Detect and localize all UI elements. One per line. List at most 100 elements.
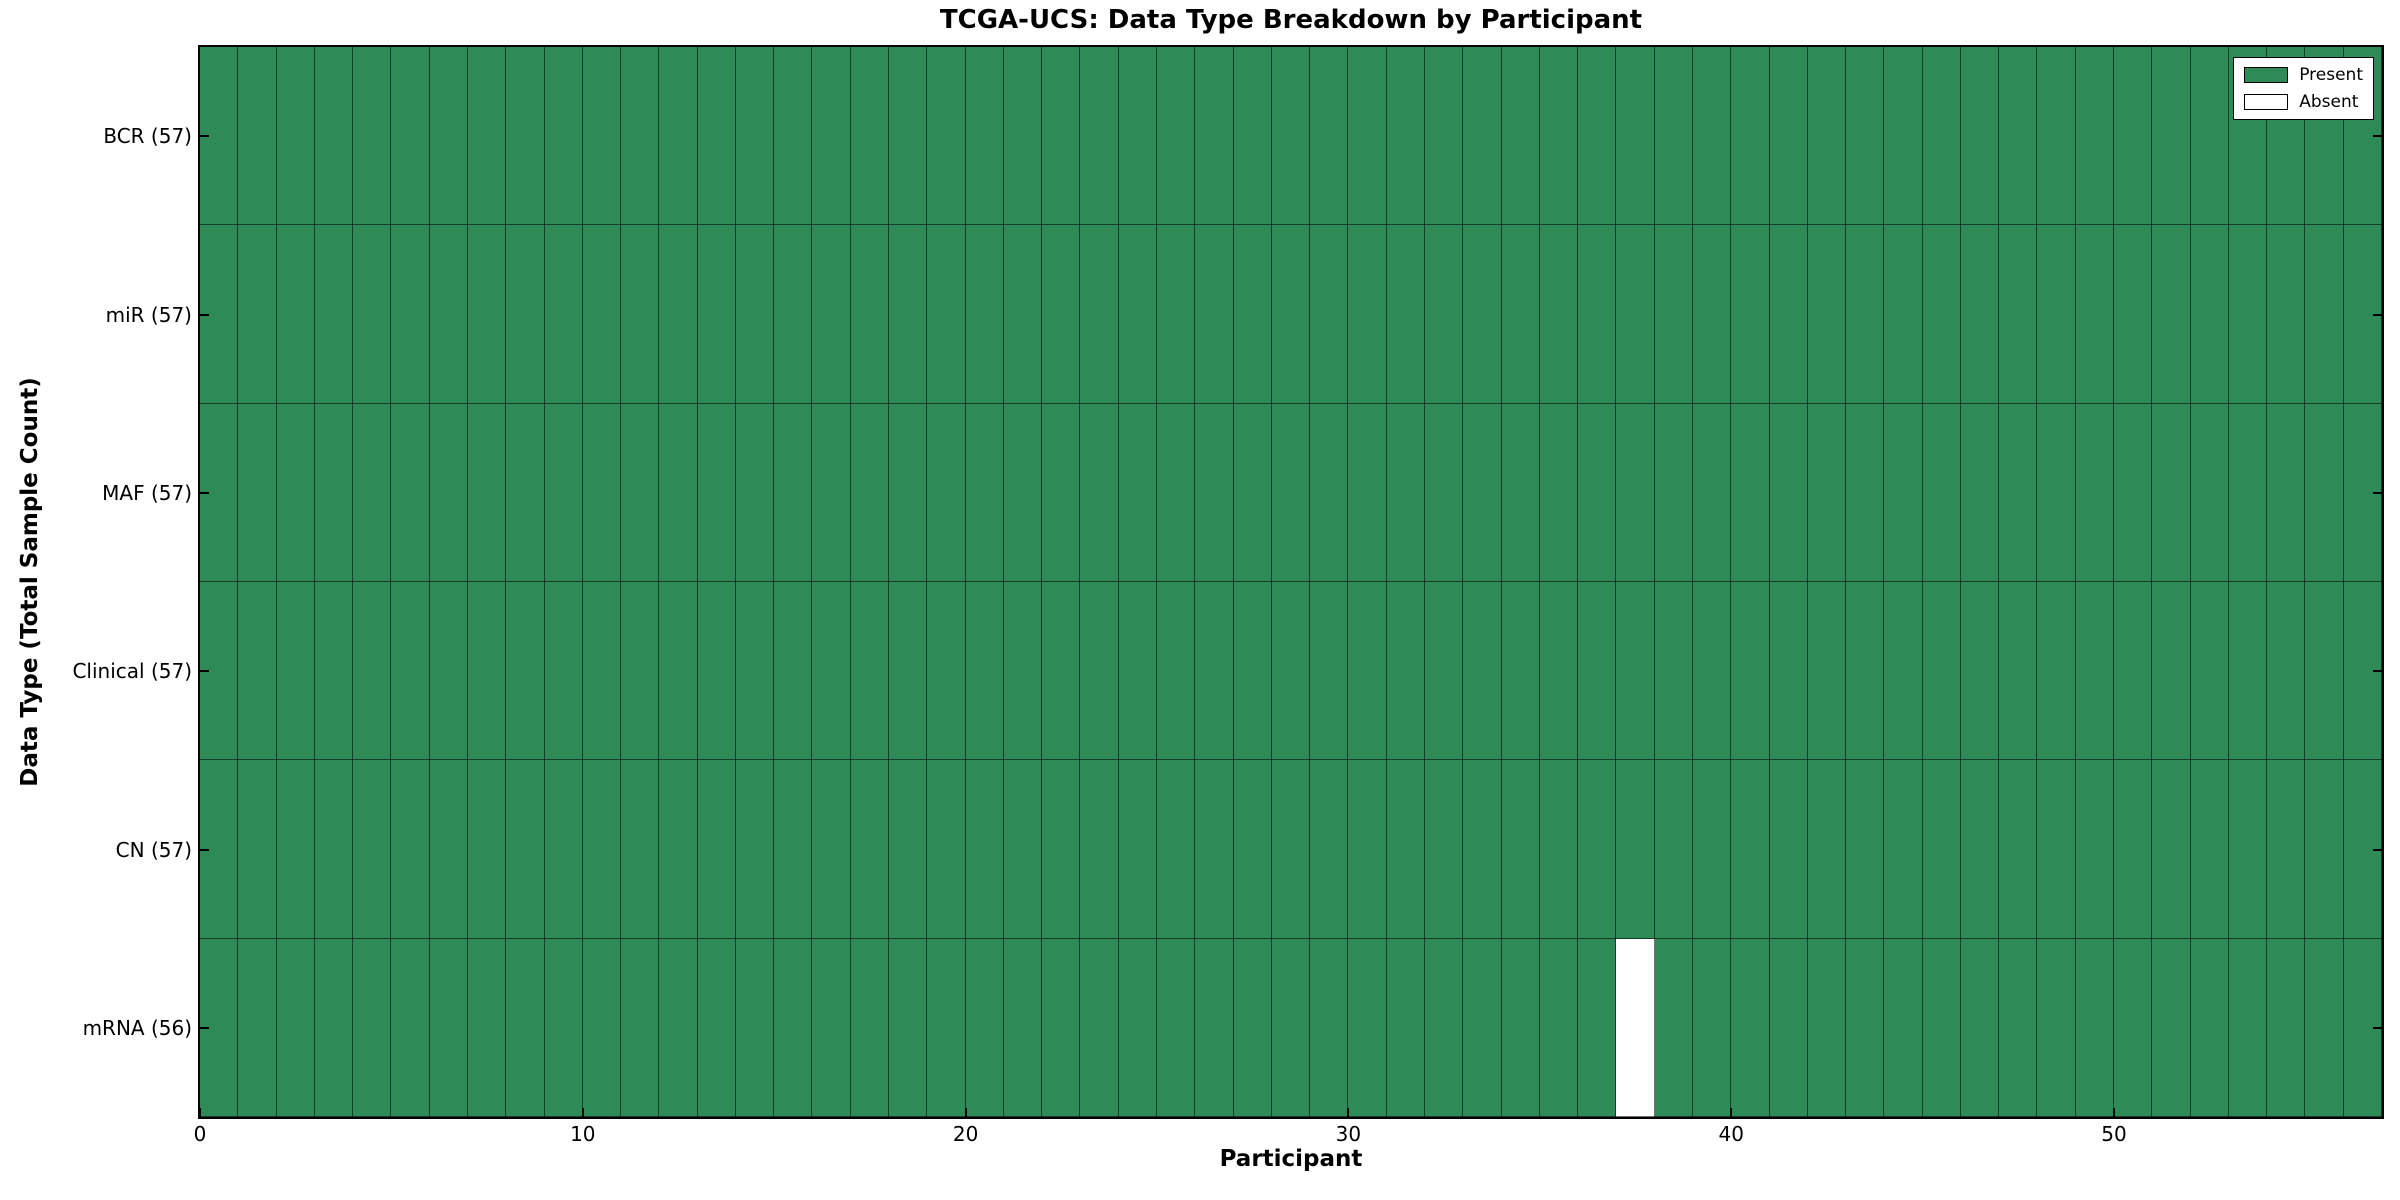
heatmap-cell-present	[697, 225, 736, 404]
heatmap-cell-present	[1578, 47, 1617, 226]
heatmap-cell-present	[2075, 581, 2115, 761]
heatmap-cell-present	[1922, 581, 1961, 761]
heatmap-cell-present	[467, 938, 507, 1117]
heatmap-cell-present	[1922, 225, 1961, 404]
heatmap-cell-present	[812, 47, 851, 226]
heatmap-cell-present	[276, 403, 315, 582]
heatmap-cell-present	[927, 760, 966, 939]
heatmap-cell-present	[1807, 47, 1847, 226]
heatmap-cell-present	[735, 760, 775, 939]
heatmap-cell-present	[582, 225, 622, 404]
heatmap-cell-present	[2228, 760, 2268, 939]
heatmap-cell-present	[1884, 581, 1923, 761]
heatmap-cell-present	[314, 225, 354, 404]
heatmap-cell-present	[238, 938, 277, 1117]
heatmap-cell-present	[2152, 581, 2191, 761]
heatmap-cell-present	[1424, 47, 1464, 226]
heatmap-cell-present	[1960, 47, 2000, 226]
y-tick-label: mRNA (56)	[82, 1015, 192, 1040]
heatmap-cell-present	[1539, 581, 1579, 761]
heatmap-cell-present	[544, 760, 583, 939]
heatmap-cell-present	[1118, 938, 1158, 1117]
heatmap-cell-present	[544, 938, 583, 1117]
heatmap-cell-present	[1692, 760, 1732, 939]
y-tick-mark	[2373, 848, 2382, 851]
y-axis-label: Data Type (Total Sample Count)	[17, 377, 43, 787]
heatmap-cell-present	[353, 938, 392, 1117]
heatmap-cell-present	[965, 403, 1004, 582]
heatmap-cell-present	[582, 403, 622, 582]
y-tick-mark	[2373, 491, 2382, 494]
heatmap-cell-present	[2114, 403, 2153, 582]
heatmap-cell-present	[1769, 760, 1808, 939]
heatmap-cell-present	[1731, 47, 1770, 226]
heatmap-cell-present	[621, 938, 660, 1117]
y-tick-label: BCR (57)	[103, 124, 192, 149]
heatmap-cell-present	[1539, 938, 1579, 1117]
heatmap-cell-present	[1195, 938, 1234, 1117]
heatmap-cell-present	[391, 581, 430, 761]
heatmap-cell-present	[1769, 225, 1808, 404]
heatmap-cell-present	[1080, 403, 1119, 582]
heatmap-cell-present	[1999, 225, 2038, 404]
x-tick-label: 10	[570, 1122, 596, 1146]
heatmap-cell-present	[1080, 47, 1119, 226]
heatmap-cell-present	[238, 581, 277, 761]
heatmap-cell-present	[812, 938, 851, 1117]
heatmap-cell-present	[659, 403, 698, 582]
heatmap-cell-present	[1846, 225, 1885, 404]
heatmap-cell-present	[238, 47, 277, 226]
heatmap-cell-present	[2075, 47, 2115, 226]
heatmap-cell-present	[1310, 760, 1349, 939]
plot-area: Present Absent	[198, 45, 2384, 1119]
heatmap-cell-present	[314, 47, 354, 226]
heatmap-cell-present	[544, 403, 583, 582]
heatmap-cell-present	[1310, 403, 1349, 582]
heatmap-cell-present	[1807, 403, 1847, 582]
heatmap-cell-present	[659, 47, 698, 226]
heatmap-cell-present	[2190, 581, 2229, 761]
heatmap-cell-present	[621, 581, 660, 761]
heatmap-cell-present	[467, 581, 507, 761]
heatmap-cell-present	[2190, 938, 2229, 1117]
heatmap-cell-present	[2267, 581, 2306, 761]
heatmap-cell-present	[314, 581, 354, 761]
heatmap-cell-present	[276, 938, 315, 1117]
heatmap-cell-present	[927, 938, 966, 1117]
heatmap-cell-present	[1960, 581, 2000, 761]
heatmap-cell-present	[965, 225, 1004, 404]
heatmap-cell-present	[2228, 225, 2268, 404]
x-tick-mark	[2113, 1108, 2116, 1117]
heatmap-cell-present	[850, 938, 890, 1117]
heatmap-cell-present	[1846, 403, 1885, 582]
heatmap-cell-present	[621, 403, 660, 582]
heatmap-cell-present	[1501, 760, 1540, 939]
heatmap-cell-present	[1271, 47, 1311, 226]
heatmap-cell-present	[1616, 225, 1655, 404]
heatmap-cell-present	[2190, 225, 2229, 404]
heatmap-cell-present	[965, 760, 1004, 939]
heatmap-cell-present	[1386, 225, 1425, 404]
heatmap-cell-present	[391, 47, 430, 226]
heatmap-cell-present	[1118, 47, 1158, 226]
heatmap-cell-present	[1003, 403, 1043, 582]
heatmap-cell-present	[965, 47, 1004, 226]
heatmap-cell-present	[1195, 403, 1234, 582]
heatmap-cell-present	[1157, 760, 1196, 939]
heatmap-grid	[200, 47, 2382, 1117]
heatmap-cell-present	[1233, 581, 1272, 761]
heatmap-cell-present	[1539, 225, 1579, 404]
legend-swatch-present	[2244, 67, 2289, 83]
heatmap-cell-present	[1386, 760, 1425, 939]
heatmap-cell-present	[697, 938, 736, 1117]
heatmap-cell-present	[238, 760, 277, 939]
heatmap-cell-present	[391, 760, 430, 939]
heatmap-cell-present	[1884, 938, 1923, 1117]
heatmap-cell-present	[1539, 760, 1579, 939]
heatmap-cell-present	[889, 938, 928, 1117]
heatmap-cell-present	[1003, 47, 1043, 226]
heatmap-cell-present	[774, 760, 813, 939]
heatmap-cell-present	[1195, 47, 1234, 226]
heatmap-cell-present	[2267, 938, 2306, 1117]
heatmap-cell-present	[1080, 938, 1119, 1117]
